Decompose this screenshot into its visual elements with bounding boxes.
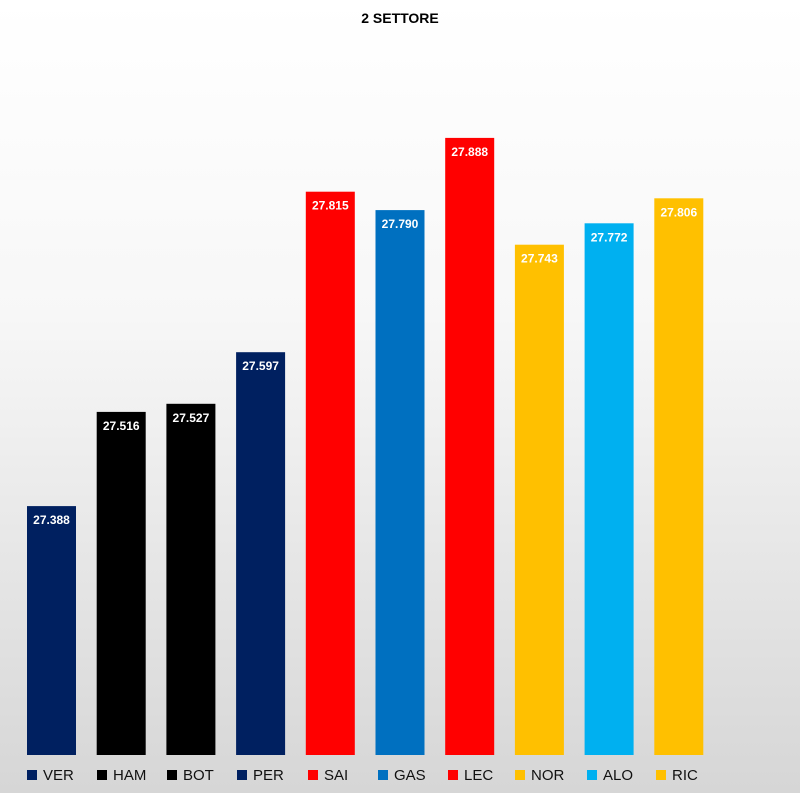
legend-label: ALO [603, 766, 634, 784]
legend-swatch [515, 770, 525, 780]
data-label-nor: 27.743 [521, 252, 558, 266]
legend-label: HAM [113, 766, 147, 784]
data-label-lec: 27.888 [451, 145, 488, 159]
data-label-gas: 27.790 [382, 217, 419, 231]
legend: VER HAM BOT PER SAI GAS LEC NOR ALO RIC [0, 764, 800, 786]
legend-item-sai: SAI [308, 764, 348, 786]
bar-lec [445, 137, 495, 755]
legend-label: GAS [394, 766, 426, 784]
legend-item-ver: VER [27, 764, 74, 786]
legend-item-lec: LEC [448, 764, 493, 786]
legend-label: RIC [672, 766, 698, 784]
legend-item-bot: BOT [167, 764, 214, 786]
bar-ric [654, 198, 704, 756]
bar-ver [27, 506, 76, 755]
legend-label: LEC [464, 766, 494, 784]
chart-title: 2 SETTORE [361, 10, 439, 26]
data-label-sai: 27.815 [312, 199, 349, 213]
legend-swatch [237, 770, 247, 780]
data-label-per: 27.597 [242, 359, 279, 373]
data-label-ric: 27.806 [660, 205, 697, 219]
legend-swatch [308, 770, 318, 780]
legend-label: PER [253, 766, 284, 784]
legend-swatch [378, 770, 388, 780]
bar-bot [166, 403, 216, 755]
bar-gas [375, 210, 425, 756]
data-label-bot: 27.527 [173, 411, 210, 425]
legend-swatch [97, 770, 107, 780]
legend-item-ham: HAM [97, 764, 146, 786]
bar-alo [584, 223, 634, 756]
legend-label: NOR [531, 766, 565, 784]
legend-label: SAI [324, 766, 349, 784]
bar-per [236, 352, 286, 755]
legend-swatch [27, 770, 37, 780]
legend-item-alo: ALO [587, 764, 633, 786]
legend-label: BOT [183, 766, 214, 784]
legend-item-ric: RIC [656, 764, 698, 786]
data-label-ham: 27.516 [103, 419, 140, 433]
data-label-ver: 27.388 [33, 513, 70, 527]
legend-swatch [656, 770, 666, 780]
data-label-alo: 27.772 [591, 230, 628, 244]
legend-item-gas: GAS [378, 764, 426, 786]
bar-ham [96, 411, 146, 755]
legend-swatch [448, 770, 458, 780]
legend-swatch [587, 770, 597, 780]
bar-nor [514, 244, 564, 755]
legend-swatch [167, 770, 177, 780]
legend-item-per: PER [237, 764, 284, 786]
legend-item-nor: NOR [515, 764, 564, 786]
legend-label: VER [43, 766, 74, 784]
bar-sai [305, 191, 355, 755]
